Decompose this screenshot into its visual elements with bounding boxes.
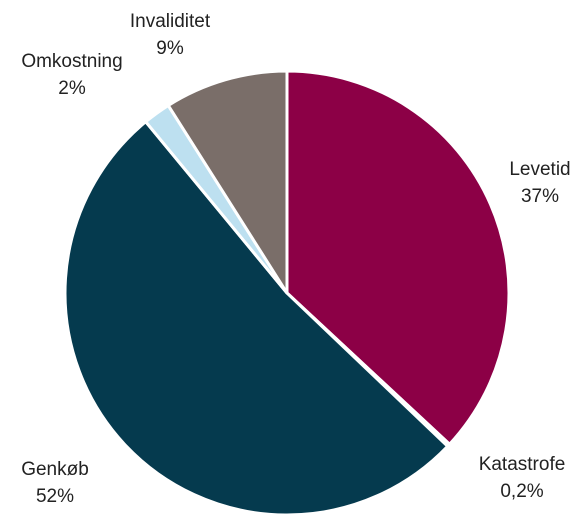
slice-label: Genkøb: [21, 459, 89, 480]
slice-value-label: 2%: [58, 78, 86, 99]
slice-value-label: 0,2%: [500, 481, 543, 502]
pie-slice: [166, 69, 289, 295]
slice-label: Omkostning: [21, 51, 122, 72]
slice-label: Invaliditet: [130, 11, 211, 32]
slice-value-label: 52%: [36, 486, 74, 507]
slice-label: Levetid: [509, 159, 570, 180]
slice-value-label: 9%: [156, 38, 184, 59]
pie-slice: [285, 69, 511, 446]
slice-label: Katastrofe: [479, 454, 566, 475]
pie-slice: [63, 120, 450, 514]
slice-value-label: 37%: [521, 186, 559, 207]
